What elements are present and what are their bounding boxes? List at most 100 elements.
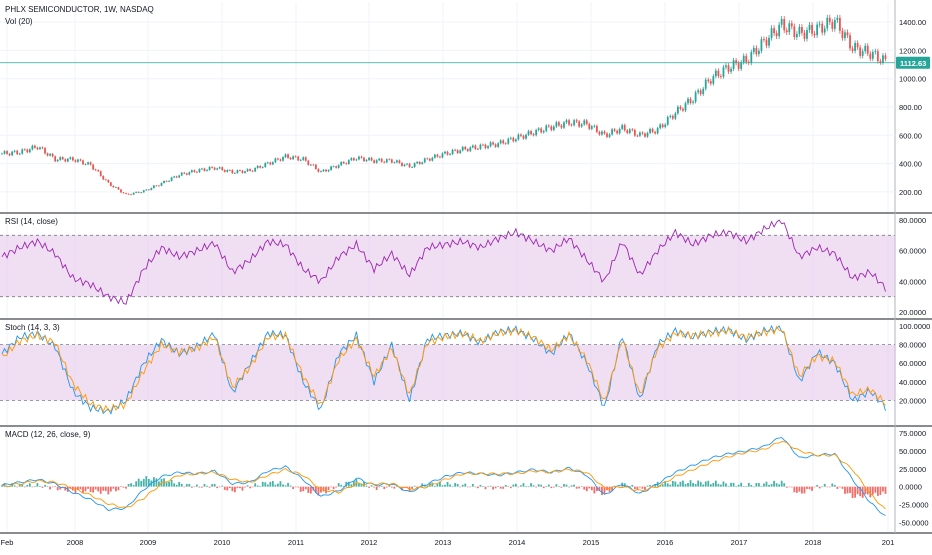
series-line bbox=[1, 437, 886, 516]
candle-body bbox=[54, 156, 57, 162]
candle-body bbox=[51, 153, 54, 157]
candle-body bbox=[347, 160, 350, 164]
histogram-bar bbox=[155, 478, 158, 487]
candle-body bbox=[256, 165, 259, 168]
candle-body bbox=[499, 140, 502, 144]
histogram-bar bbox=[649, 485, 651, 487]
candle-body bbox=[864, 45, 867, 52]
histogram-bar bbox=[499, 486, 502, 489]
candle-body bbox=[509, 137, 512, 139]
candle-body bbox=[228, 170, 231, 171]
histogram-bar bbox=[699, 481, 702, 487]
candle-body bbox=[216, 168, 219, 170]
histogram-bar bbox=[590, 486, 593, 491]
histogram-bar bbox=[489, 485, 492, 487]
histogram-bar bbox=[522, 483, 525, 487]
histogram-bar bbox=[388, 484, 391, 487]
candle-body bbox=[120, 189, 122, 193]
candle-body bbox=[775, 33, 778, 37]
histogram-bar bbox=[821, 486, 824, 488]
candle-body bbox=[112, 185, 115, 188]
candle-body bbox=[563, 122, 565, 128]
histogram-bar bbox=[611, 486, 613, 492]
histogram-bar bbox=[568, 486, 570, 488]
histogram-bar bbox=[790, 486, 793, 488]
histogram-bar bbox=[411, 486, 413, 489]
histogram-bar bbox=[297, 486, 300, 488]
candle-body bbox=[661, 124, 664, 128]
histogram-bar bbox=[737, 484, 740, 487]
histogram-bar bbox=[107, 486, 110, 495]
candle-body bbox=[421, 162, 424, 164]
candle-body bbox=[697, 90, 700, 93]
candle-body bbox=[608, 134, 611, 137]
histogram-bar bbox=[631, 485, 634, 487]
candle-body bbox=[689, 98, 692, 103]
candle-body bbox=[590, 126, 593, 129]
candle-body bbox=[659, 124, 662, 129]
candle-body bbox=[482, 144, 484, 146]
histogram-bar bbox=[120, 486, 122, 487]
histogram-bar bbox=[570, 485, 573, 487]
histogram-bar bbox=[289, 485, 292, 487]
histogram-bar bbox=[874, 486, 877, 493]
histogram-bar bbox=[54, 486, 57, 487]
histogram-bar bbox=[39, 486, 41, 487]
histogram-bar bbox=[3, 483, 6, 487]
histogram-bar bbox=[99, 486, 102, 494]
candle-body bbox=[307, 160, 310, 165]
candle-body bbox=[82, 160, 84, 165]
x-tick-label: 2009 bbox=[140, 538, 157, 547]
histogram-bar bbox=[560, 486, 563, 488]
last-price-tag bbox=[896, 56, 930, 69]
candle-body bbox=[64, 159, 67, 162]
candle-body bbox=[206, 169, 208, 171]
histogram-bar bbox=[327, 486, 330, 491]
candle-body bbox=[730, 68, 732, 72]
candle-body bbox=[537, 128, 540, 131]
histogram-bar bbox=[466, 486, 469, 488]
histogram-bar bbox=[385, 486, 388, 488]
histogram-bar bbox=[26, 484, 29, 487]
candle-body bbox=[504, 143, 507, 145]
candle-body bbox=[183, 172, 186, 174]
candle-body bbox=[342, 162, 345, 164]
candle-body bbox=[259, 165, 262, 168]
candle-body bbox=[23, 149, 26, 151]
candle-body bbox=[170, 177, 173, 181]
candle-body bbox=[879, 61, 882, 63]
x-tick-label: 2014 bbox=[509, 538, 526, 547]
candle-body bbox=[601, 131, 603, 135]
price-axis-tick: 1000.00 bbox=[899, 75, 926, 84]
candle-body bbox=[383, 161, 386, 163]
candle-body bbox=[439, 156, 441, 158]
histogram-bar bbox=[284, 485, 287, 487]
candle-body bbox=[818, 23, 821, 25]
histogram-bar bbox=[360, 483, 363, 487]
candle-body bbox=[147, 189, 150, 191]
histogram-bar bbox=[697, 480, 700, 487]
candle-body bbox=[839, 17, 841, 31]
candle-body bbox=[233, 172, 236, 174]
histogram-bar bbox=[41, 486, 44, 488]
osc-axis-tick: 100.0000 bbox=[899, 322, 930, 331]
histogram-bar bbox=[795, 486, 798, 493]
candle-body bbox=[271, 162, 274, 165]
candle-body bbox=[654, 131, 657, 134]
histogram-bar bbox=[732, 482, 735, 487]
histogram-bar bbox=[287, 482, 289, 487]
candle-body bbox=[649, 128, 651, 133]
candle-body bbox=[851, 48, 854, 51]
candle-body bbox=[714, 70, 717, 77]
candle-body bbox=[522, 135, 525, 139]
histogram-bar bbox=[484, 486, 487, 490]
candle-body bbox=[656, 128, 659, 134]
candle-body bbox=[616, 130, 619, 134]
candle-body bbox=[469, 147, 472, 152]
candle-body bbox=[44, 148, 46, 154]
histogram-bar bbox=[378, 486, 381, 488]
histogram-bar bbox=[469, 486, 472, 488]
candle-body bbox=[684, 103, 687, 111]
candle-body bbox=[811, 24, 813, 34]
